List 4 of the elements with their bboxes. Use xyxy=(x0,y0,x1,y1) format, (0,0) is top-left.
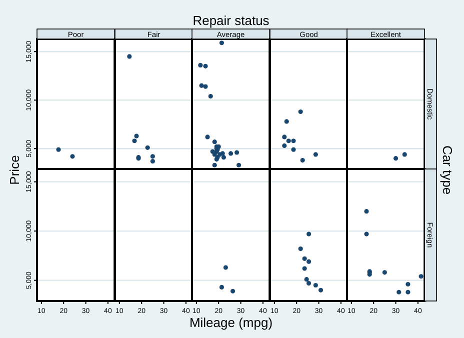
text: Repair status xyxy=(192,13,270,28)
text: Mileage (mpg) xyxy=(189,315,273,330)
text: Price xyxy=(7,155,22,185)
text: Car type xyxy=(440,145,455,195)
